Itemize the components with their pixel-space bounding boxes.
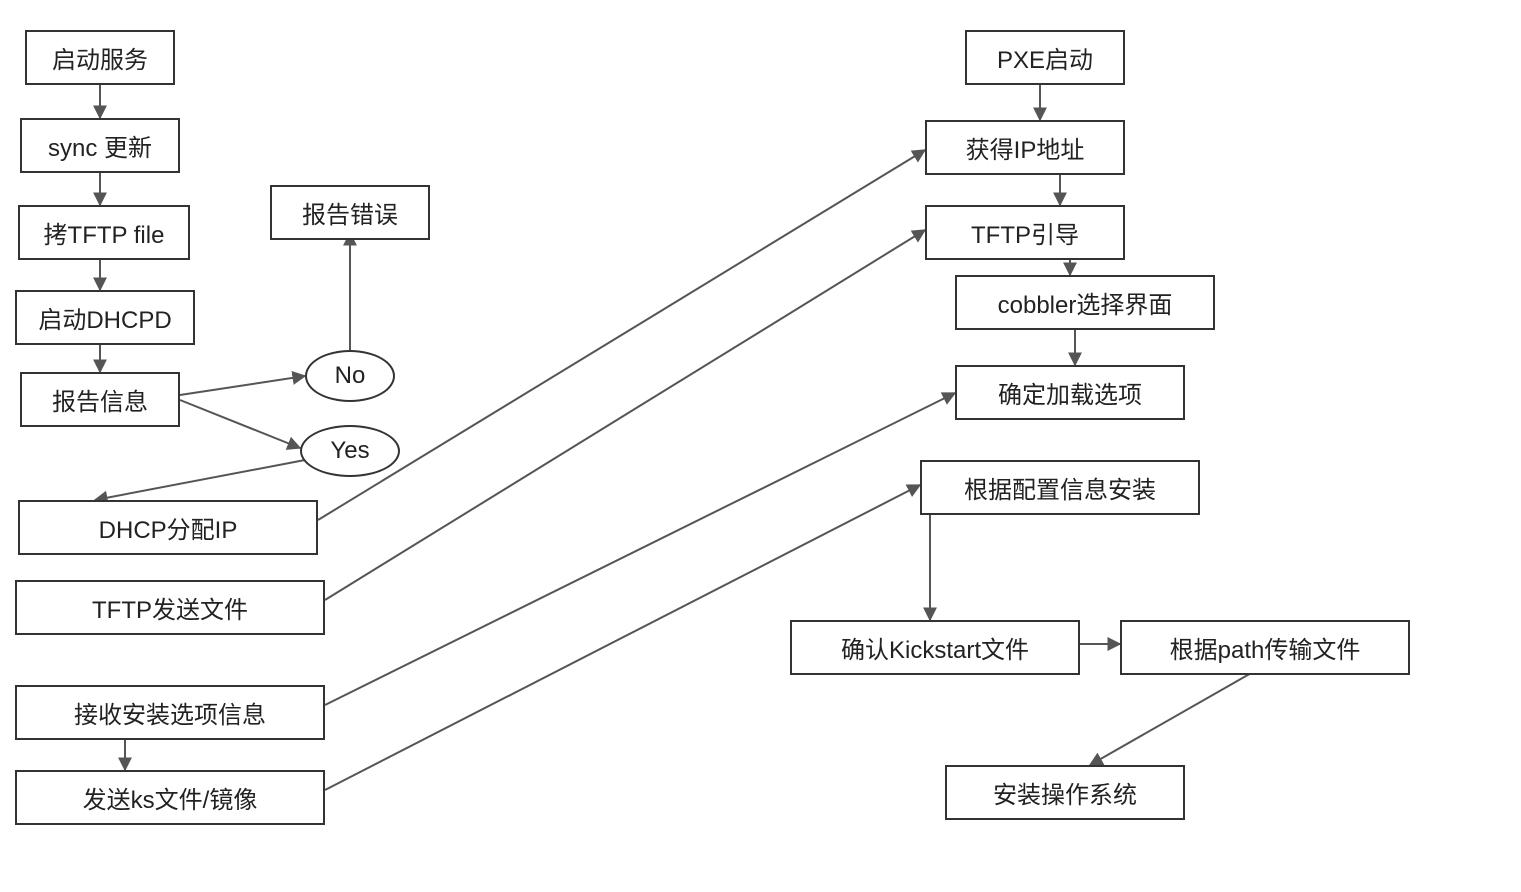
node-copy-tftp-file: 拷TFTP file [18,205,190,260]
node-confirm-kickstart: 确认Kickstart文件 [790,620,1080,675]
edge-p8-p9 [1090,668,1260,765]
node-confirm-load-options: 确定加载选项 [955,365,1185,420]
node-receive-install-options: 接收安装选项信息 [15,685,325,740]
edge-n5-yes [180,400,300,448]
node-install-os: 安装操作系统 [945,765,1185,820]
node-start-dhcpd: 启动DHCPD [15,290,195,345]
edge-yes-n6 [95,460,305,500]
node-report-info: 报告信息 [20,372,180,427]
decision-no: No [305,350,395,402]
decision-yes: Yes [300,425,400,477]
node-install-by-config: 根据配置信息安装 [920,460,1200,515]
node-tftp-send-file: TFTP发送文件 [15,580,325,635]
node-dhcp-assign-ip: DHCP分配IP [18,500,318,555]
node-pxe-boot: PXE启动 [965,30,1125,85]
edge-n7-p3 [325,230,925,600]
node-cobbler-select: cobbler选择界面 [955,275,1215,330]
node-get-ip: 获得IP地址 [925,120,1125,175]
node-report-error: 报告错误 [270,185,430,240]
node-tftp-boot: TFTP引导 [925,205,1125,260]
node-send-ks-image: 发送ks文件/镜像 [15,770,325,825]
flowchart-edges [0,0,1521,892]
node-start-service: 启动服务 [25,30,175,85]
node-sync-update: sync 更新 [20,118,180,173]
node-transfer-by-path: 根据path传输文件 [1120,620,1410,675]
edge-n5-no [180,376,305,395]
